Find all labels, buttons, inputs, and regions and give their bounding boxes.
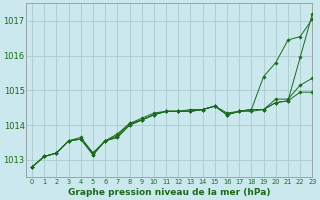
X-axis label: Graphe pression niveau de la mer (hPa): Graphe pression niveau de la mer (hPa) (68, 188, 270, 197)
